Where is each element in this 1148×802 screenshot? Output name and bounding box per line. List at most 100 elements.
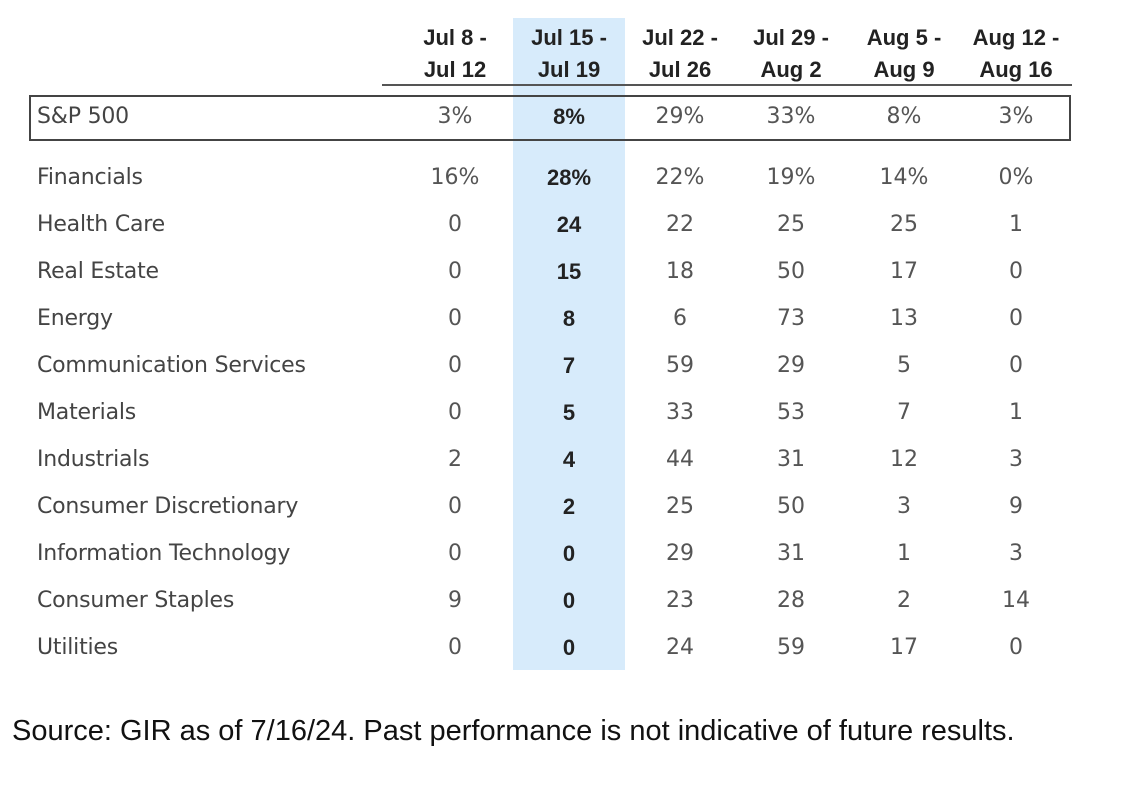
table-cell: 9 (448, 588, 462, 613)
table-cell: 29 (666, 541, 694, 566)
row-label: Industrials (37, 447, 150, 472)
table-cell: 0 (1009, 635, 1023, 660)
table-cell: 3% (998, 104, 1034, 129)
header-rule (382, 84, 1072, 86)
column-header: Jul 8 - Jul 12 (399, 22, 511, 86)
table-cell: 6 (673, 306, 687, 331)
table-cell: 31 (777, 541, 805, 566)
table-cell: 59 (777, 635, 805, 660)
table-cell: 28% (546, 165, 592, 190)
column-header-line2: Jul 19 (537, 57, 601, 82)
table-cell: 0 (448, 541, 462, 566)
table-cell: 50 (777, 494, 805, 519)
table-cell: 2 (562, 494, 576, 519)
table-cell: 29% (655, 104, 705, 129)
table-row: Industrials 2 4 44 31 12 3 (0, 441, 1148, 481)
table-cell: 4 (562, 447, 576, 472)
table-cell: 25 (777, 212, 805, 237)
table-row: Energy 0 8 6 73 13 0 (0, 300, 1148, 340)
table-cell: 22% (655, 165, 705, 190)
table-cell: 0 (562, 635, 576, 660)
row-label: Consumer Discretionary (37, 494, 299, 519)
row-label: Information Technology (37, 541, 291, 566)
table-cell: 0 (448, 635, 462, 660)
table-cell: 53 (777, 400, 805, 425)
table-cell: 0 (448, 400, 462, 425)
table-cell: 0 (448, 353, 462, 378)
table-cell: 0 (448, 494, 462, 519)
column-header: Aug 12 - Aug 16 (960, 22, 1072, 86)
column-header-line1: Jul 29 - (753, 25, 829, 50)
table-cell: 59 (666, 353, 694, 378)
column-header-line2: Jul 12 (423, 57, 487, 82)
column-header-line2: Aug 9 (873, 57, 935, 82)
table-cell: 22 (666, 212, 694, 237)
column-header: Aug 5 - Aug 9 (848, 22, 960, 86)
table-cell: 73 (777, 306, 805, 331)
table-cell: 8% (886, 104, 922, 129)
table-cell: 0% (998, 165, 1034, 190)
row-label: Materials (37, 400, 137, 425)
column-header-line2: Aug 16 (979, 57, 1053, 82)
row-label: S&P 500 (37, 104, 129, 129)
table-cell: 0 (1009, 259, 1023, 284)
row-label: Consumer Staples (37, 588, 235, 613)
table-cell: 33% (766, 104, 816, 129)
table-cell: 3 (897, 494, 911, 519)
row-label: Real Estate (37, 259, 159, 284)
column-header-line2: Jul 26 (648, 57, 712, 82)
row-label: Financials (37, 165, 143, 190)
column-header-line1: Aug 12 - (972, 25, 1060, 50)
table-cell: 17 (890, 259, 918, 284)
table-cell: 0 (1009, 353, 1023, 378)
table-cell: 0 (1009, 306, 1023, 331)
highlight-column (513, 18, 625, 670)
row-label: Communication Services (37, 353, 306, 378)
table-cell: 0 (448, 259, 462, 284)
sp500-row-box (29, 95, 1071, 141)
table-row: Information Technology 0 0 29 31 1 3 (0, 535, 1148, 575)
table-row: Financials 16% 28% 22% 19% 14% 0% (0, 159, 1148, 199)
column-header: Jul 29 - Aug 2 (735, 22, 847, 86)
table-row: Communication Services 0 7 59 29 5 0 (0, 347, 1148, 387)
table-row: Materials 0 5 33 53 7 1 (0, 394, 1148, 434)
table-cell: 15 (556, 259, 582, 284)
table-cell: 1 (1009, 400, 1023, 425)
table-row: Consumer Discretionary 0 2 25 50 3 9 (0, 488, 1148, 528)
table-cell: 7 (562, 353, 576, 378)
column-header-line1: Jul 22 - (642, 25, 718, 50)
table-cell: 3 (1009, 541, 1023, 566)
table-cell: 5 (562, 400, 576, 425)
table-cell: 14 (1002, 588, 1030, 613)
table-cell: 0 (448, 212, 462, 237)
table-cell: 3 (1009, 447, 1023, 472)
table-cell: 18 (666, 259, 694, 284)
column-header: Jul 22 - Jul 26 (624, 22, 736, 86)
table-cell: 23 (666, 588, 694, 613)
table-row: Utilities 0 0 24 59 17 0 (0, 629, 1148, 669)
table-cell: 31 (777, 447, 805, 472)
table-row: Consumer Staples 9 0 23 28 2 14 (0, 582, 1148, 622)
table-cell: 1 (1009, 212, 1023, 237)
table-cell: 25 (666, 494, 694, 519)
table-cell: 5 (897, 353, 911, 378)
table-cell: 17 (890, 635, 918, 660)
table-cell: 13 (890, 306, 918, 331)
table-cell: 29 (777, 353, 805, 378)
table-cell: 28 (777, 588, 805, 613)
table-cell: 0 (562, 588, 576, 613)
table-cell: 50 (777, 259, 805, 284)
table-cell: 44 (666, 447, 694, 472)
table-cell: 7 (897, 400, 911, 425)
table-cell: 19% (766, 165, 816, 190)
table-cell: 1 (897, 541, 911, 566)
table-cell: 0 (448, 306, 462, 331)
table-row: Real Estate 0 15 18 50 17 0 (0, 253, 1148, 293)
table-cell: 9 (1009, 494, 1023, 519)
column-header-line1: Jul 15 - (531, 25, 607, 50)
source-note: Source: GIR as of 7/16/24. Past performa… (12, 715, 1015, 747)
table-cell: 24 (666, 635, 694, 660)
sp500-row: S&P 500 3% 8% 29% 33% 8% 3% (0, 98, 1148, 138)
table-cell: 16% (430, 165, 480, 190)
table-cell: 24 (556, 212, 582, 237)
